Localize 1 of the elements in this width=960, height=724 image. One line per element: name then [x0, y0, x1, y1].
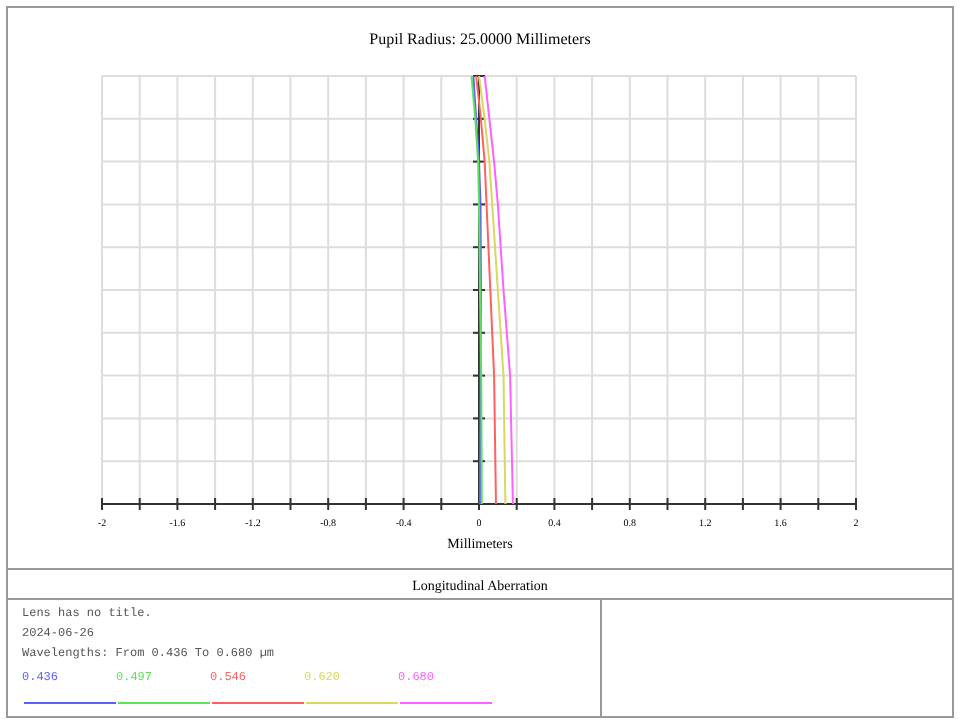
chart-title: Pupil Radius: 25.0000 Millimeters [369, 30, 591, 48]
